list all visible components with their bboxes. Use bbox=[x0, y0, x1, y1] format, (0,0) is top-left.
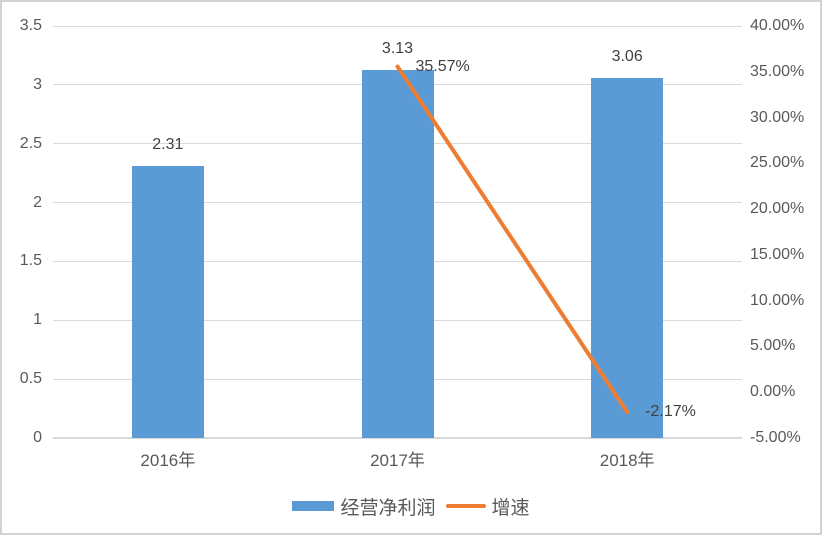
left-axis-tick-label: 3.5 bbox=[19, 17, 42, 34]
line-point-label: -2.17% bbox=[645, 403, 696, 421]
category-label: 2016年 bbox=[140, 451, 196, 470]
bar-2017年 bbox=[361, 69, 434, 438]
right-axis-tick-label: 30.00% bbox=[750, 108, 805, 126]
bar-data-label: 3.13 bbox=[381, 39, 414, 57]
legend-bar-swatch-icon bbox=[292, 501, 335, 511]
bar-data-label: 3.06 bbox=[611, 47, 643, 65]
left-axis-tick-label: 2 bbox=[33, 193, 42, 211]
gridline bbox=[53, 25, 742, 27]
bar-data-label: 2.31 bbox=[152, 136, 184, 154]
left-axis-tick-label: 0.5 bbox=[19, 370, 42, 388]
gridline bbox=[53, 437, 742, 439]
growth-rate-line bbox=[395, 64, 630, 415]
left-axis-tick-label: 1 bbox=[33, 311, 42, 329]
right-axis-tick-label: 35.00% bbox=[750, 62, 805, 80]
right-axis-tick-label: -5.00% bbox=[750, 429, 801, 446]
right-axis-tick-label: 20.00% bbox=[750, 200, 805, 218]
left-axis-tick-label: 3 bbox=[33, 75, 42, 93]
right-axis-tick-label: 10.00% bbox=[750, 291, 805, 309]
right-axis-tick-label: 25.00% bbox=[750, 154, 805, 172]
legend-label-net-profit: 经营净利润 bbox=[340, 497, 436, 519]
category-label: 2017年 bbox=[370, 451, 425, 470]
right-axis-tick-label: 5.00% bbox=[750, 337, 796, 355]
legend-line-swatch-icon bbox=[445, 504, 486, 508]
category-label: 2018年 bbox=[599, 451, 655, 470]
right-axis-tick-label: 0.00% bbox=[750, 383, 796, 401]
left-axis-tick-label: 0 bbox=[33, 429, 42, 446]
line-point-label: 35.57% bbox=[415, 57, 470, 75]
right-axis-tick-label: 40.00% bbox=[750, 17, 805, 34]
left-axis-tick-label: 1.5 bbox=[19, 252, 42, 270]
bar-2016年 bbox=[131, 166, 204, 438]
left-axis-tick-label: 2.5 bbox=[19, 134, 42, 152]
right-axis-tick-label: 15.00% bbox=[750, 245, 805, 263]
legend-label-growth-rate: 增速 bbox=[491, 497, 530, 519]
legend: 经营净利润 增速 bbox=[2, 495, 820, 519]
